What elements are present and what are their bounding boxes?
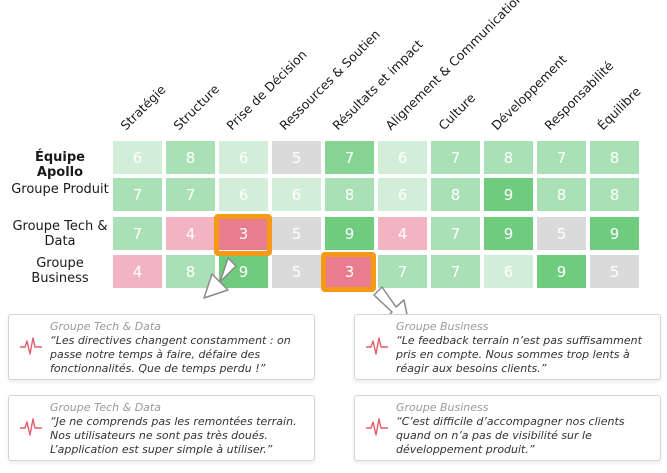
matrix-cell: 9 bbox=[590, 217, 639, 250]
row-label-equipe-apollo: Équipe Apollo bbox=[34, 150, 86, 180]
matrix-cell: 6 bbox=[113, 141, 162, 174]
matrix-cell: 8 bbox=[166, 255, 215, 288]
matrix-cell: 8 bbox=[484, 141, 533, 174]
matrix-cell: 7 bbox=[431, 217, 480, 250]
row-label-groupe-business: Groupe Business bbox=[31, 256, 89, 286]
quote-card: Groupe Business “C’est difficile d’accom… bbox=[354, 395, 661, 461]
matrix-cell: 5 bbox=[590, 255, 639, 288]
matrix-cell: 8 bbox=[590, 141, 639, 174]
quote-text: “C’est difficile d’accompagner nos clien… bbox=[396, 415, 625, 456]
matrix-cell: 4 bbox=[113, 255, 162, 288]
matrix-cell: 7 bbox=[431, 255, 480, 288]
highlight-frame-tech-decision bbox=[214, 214, 272, 256]
matrix-cell: 7 bbox=[537, 141, 586, 174]
row-label-groupe-tech-data: Groupe Tech & Data bbox=[12, 219, 108, 249]
matrix-cell: 7 bbox=[113, 217, 162, 250]
highlight-frame-business-results bbox=[321, 252, 376, 292]
quote-group: Groupe Business bbox=[396, 320, 489, 333]
matrix-cell: 5 bbox=[272, 217, 321, 250]
matrix-cell: 7 bbox=[166, 178, 215, 211]
matrix-cell: 8 bbox=[537, 178, 586, 211]
quote-group: Groupe Tech & Data bbox=[50, 320, 161, 333]
quote-text: “Je ne comprends pas les remontées terra… bbox=[50, 415, 297, 456]
row-label-groupe-produit: Groupe Produit bbox=[11, 182, 109, 197]
matrix-cell: 5 bbox=[537, 217, 586, 250]
matrix-cell: 8 bbox=[590, 178, 639, 211]
quote-card: Groupe Tech & Data “Les directives chang… bbox=[8, 314, 315, 380]
matrix-cell: 8 bbox=[325, 178, 374, 211]
matrix-cell: 9 bbox=[537, 255, 586, 288]
quote-text: “Le feedback terrain n’est pas suffisamm… bbox=[396, 334, 642, 375]
matrix-cell: 9 bbox=[325, 217, 374, 250]
matrix-cell: 8 bbox=[431, 178, 480, 211]
matrix-cell: 6 bbox=[219, 178, 268, 211]
matrix-cell: 4 bbox=[166, 217, 215, 250]
heartbeat-icon bbox=[366, 418, 388, 436]
matrix-cell: 7 bbox=[113, 178, 162, 211]
matrix-cell: 7 bbox=[378, 255, 427, 288]
matrix-cell: 3 bbox=[219, 217, 268, 250]
matrix-cell: 6 bbox=[484, 255, 533, 288]
quote-group: Groupe Business bbox=[396, 401, 489, 414]
matrix-cell: 6 bbox=[378, 141, 427, 174]
quote-card: Groupe Tech & Data “Je ne comprends pas … bbox=[8, 395, 315, 461]
matrix-cell: 7 bbox=[325, 141, 374, 174]
matrix-cell: 3 bbox=[325, 255, 374, 288]
arrow-down-left-icon bbox=[203, 257, 237, 299]
matrix-cell: 5 bbox=[272, 141, 321, 174]
matrix-cell: 9 bbox=[484, 178, 533, 211]
matrix-cell: 8 bbox=[166, 141, 215, 174]
matrix-cell: 7 bbox=[431, 141, 480, 174]
matrix-cell: 5 bbox=[272, 255, 321, 288]
matrix-cell: 6 bbox=[219, 141, 268, 174]
matrix-cell: 9 bbox=[484, 217, 533, 250]
quote-group: Groupe Tech & Data bbox=[50, 401, 161, 414]
matrix-cell: 4 bbox=[378, 217, 427, 250]
matrix-cell: 6 bbox=[378, 178, 427, 211]
matrix-cell: 6 bbox=[272, 178, 321, 211]
heartbeat-icon bbox=[20, 337, 42, 355]
heartbeat-icon bbox=[366, 337, 388, 355]
quote-card: Groupe Business “Le feedback terrain n’e… bbox=[354, 314, 661, 380]
heartbeat-icon bbox=[20, 418, 42, 436]
quote-text: “Les directives changent constamment : o… bbox=[50, 334, 291, 375]
